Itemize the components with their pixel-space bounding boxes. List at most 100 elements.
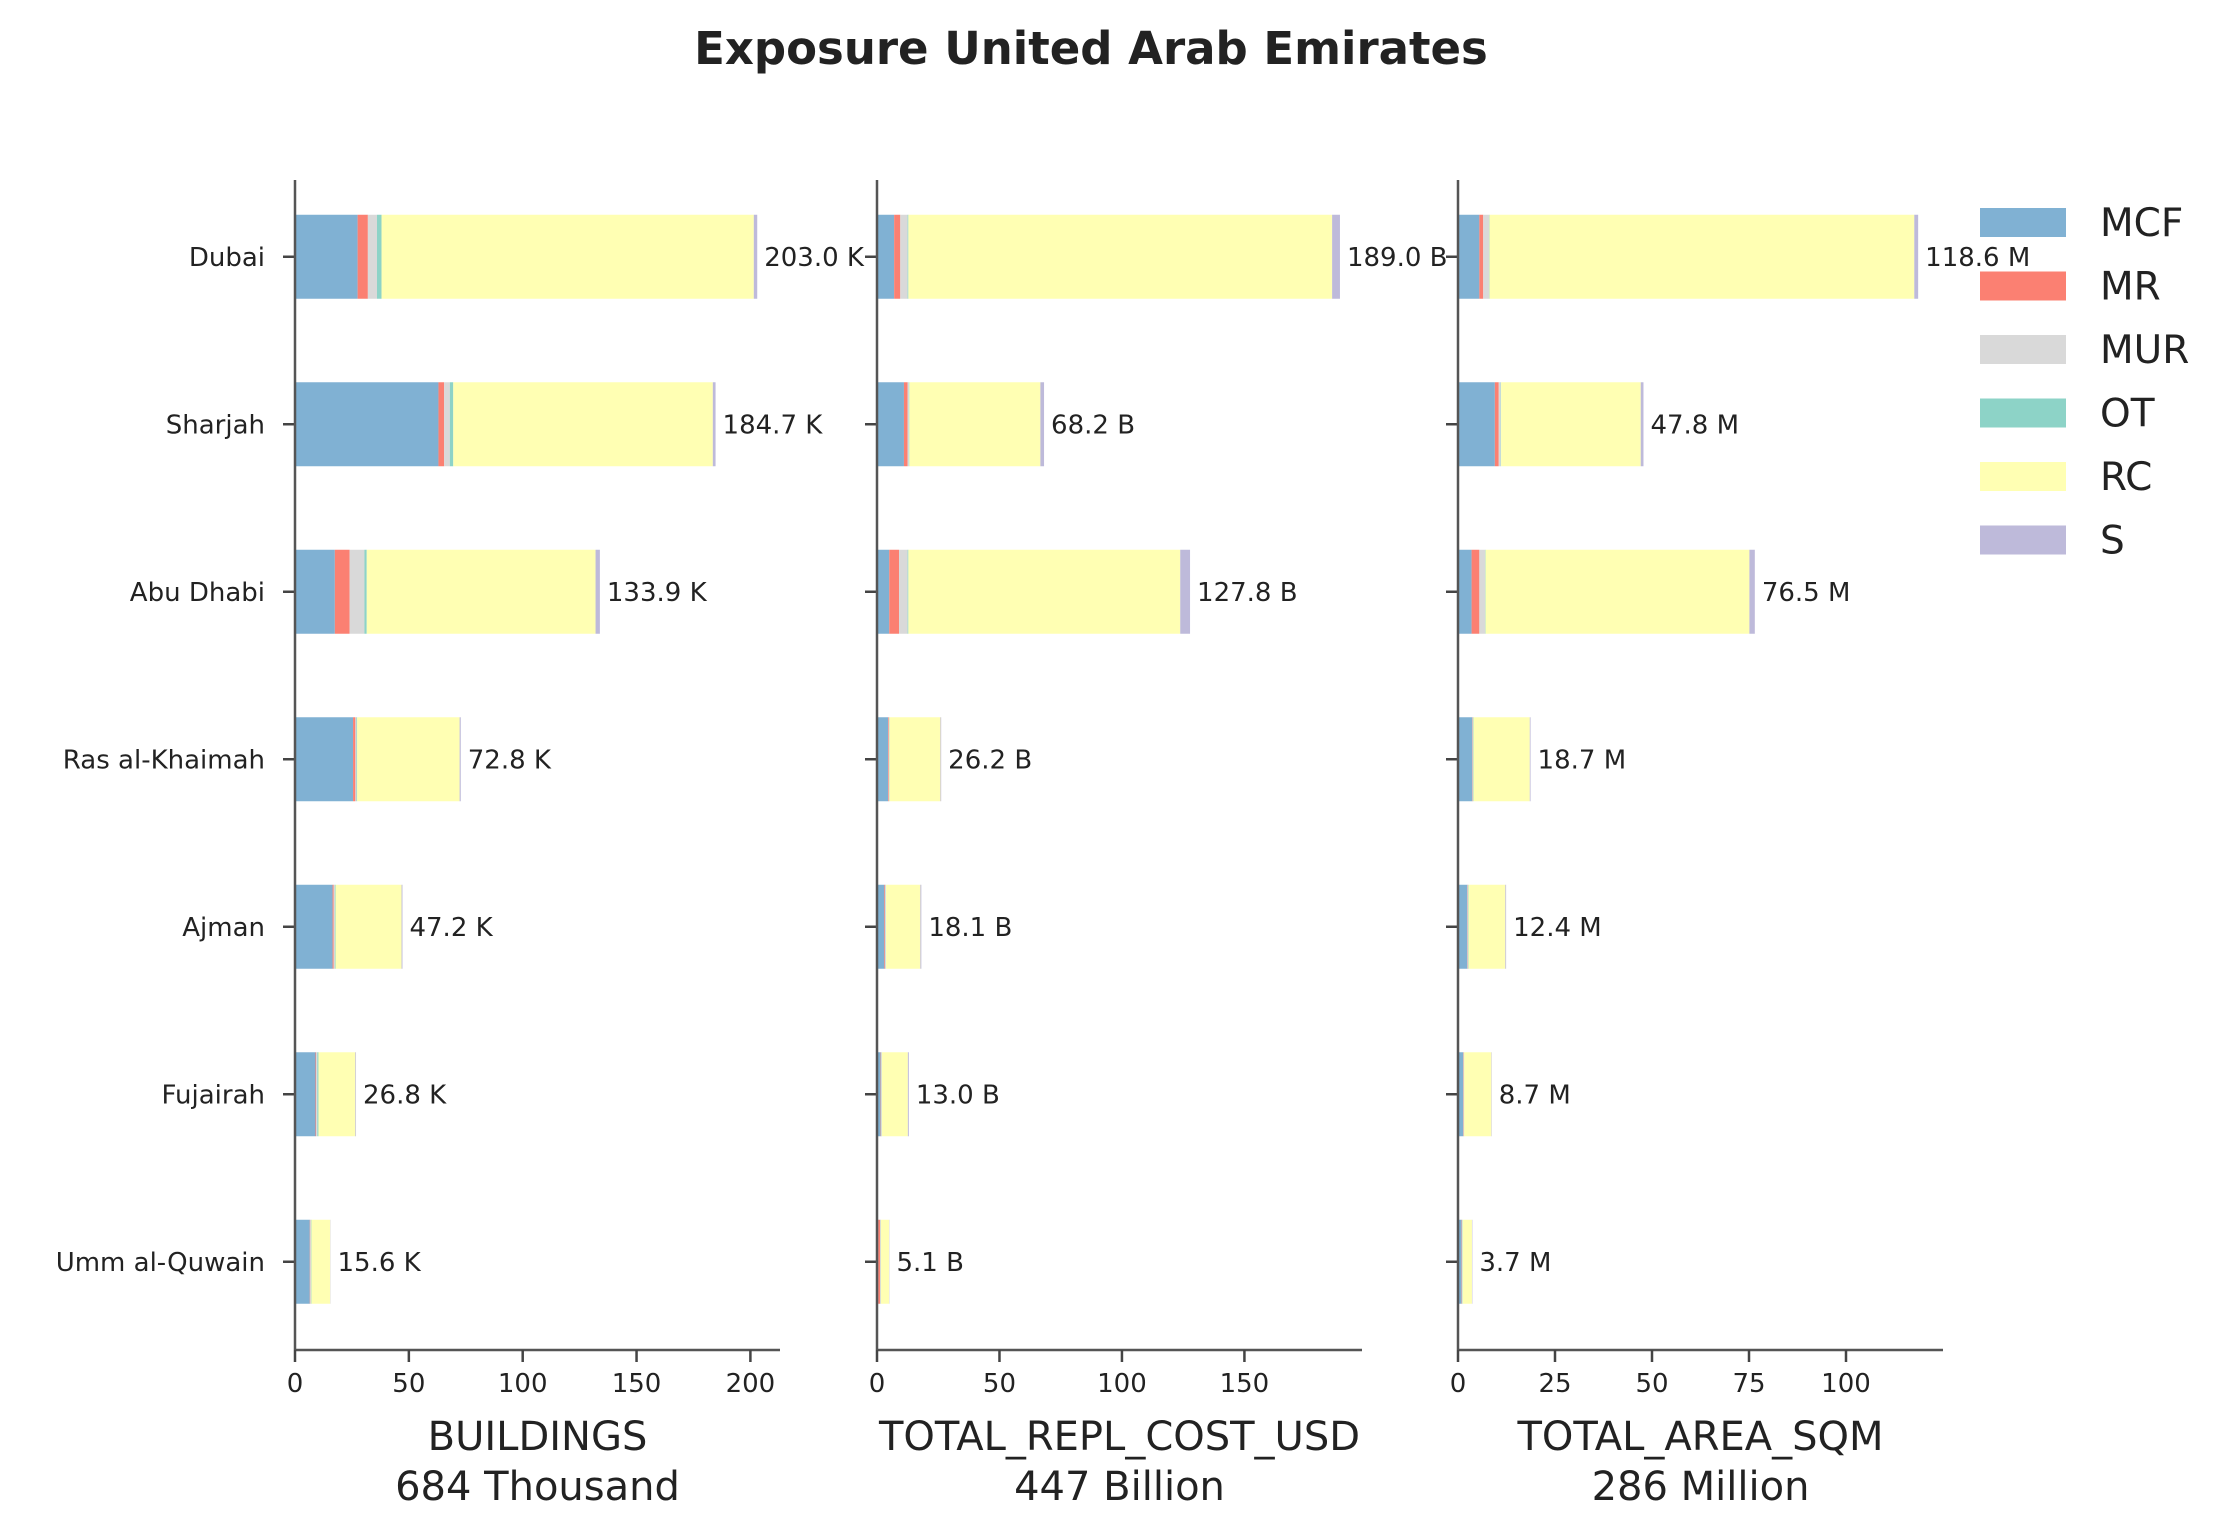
bar-segment-mcf [1458, 214, 1480, 299]
bar-segment-mcf [295, 1052, 316, 1137]
x-tick-label: 200 [726, 1369, 776, 1399]
y-tick-label: Umm al-Quwain [56, 1248, 265, 1278]
x-axis-label: BUILDINGS [428, 1414, 648, 1460]
bar-segment-mcf [1458, 382, 1495, 467]
bar-segment-ot [907, 549, 909, 634]
panel-1: 203.0 K Dubai 184.7 K Sharjah 133.9 K Abu Dha… [56, 180, 865, 1510]
x-tick-label: 50 [983, 1369, 1016, 1399]
bar-segment-mr [1479, 214, 1484, 299]
bar-segment-s [1040, 382, 1045, 467]
data-label: 47.8 M [1650, 410, 1739, 440]
data-label: 15.6 K [338, 1248, 422, 1278]
bar-segment-s [401, 884, 403, 969]
bar-segment-rc [909, 382, 1041, 467]
y-tick-label: Fujairah [162, 1080, 266, 1110]
bar-segment-rc [453, 382, 713, 467]
bar-segment-mr [334, 549, 350, 634]
legend-swatch-mur [1980, 335, 2066, 364]
bar-segment-mr [894, 214, 901, 299]
bar-segment-mur [316, 1052, 318, 1137]
bar-segment-mr [889, 549, 900, 634]
bar-segment-mcf [1458, 884, 1468, 969]
x-tick-label: 150 [612, 1369, 662, 1399]
bar-segment-rc [1464, 1052, 1492, 1137]
bar-segment-mur [900, 214, 908, 299]
bar-segment-mcf [1458, 717, 1473, 802]
bar-segment-rc [1468, 884, 1506, 969]
bar-segment-ot [376, 214, 382, 299]
bar-segment-mcf [295, 1219, 310, 1304]
legend-label: MUR [2100, 328, 2189, 373]
x-axis-total: 286 Million [1592, 1464, 1810, 1510]
x-axis-total: 447 Billion [1014, 1464, 1225, 1510]
x-tick-label: 25 [1538, 1369, 1571, 1399]
bar-segment-s [1640, 382, 1644, 467]
bar-segment-mr [353, 717, 356, 802]
bar-segment-mcf [295, 884, 333, 969]
y-tick-label: Ajman [182, 913, 265, 943]
chart-title: Exposure United Arab Emirates [694, 22, 1488, 75]
data-label: 203.0 K [764, 243, 865, 273]
bar-segment-mr [1471, 549, 1480, 634]
bar-segment-mcf [295, 382, 439, 467]
bar-segment-ot [334, 884, 336, 969]
bar-segment-mcf [1458, 1219, 1462, 1304]
data-label: 26.8 K [363, 1080, 447, 1110]
bar-segment-rc [880, 1219, 890, 1304]
x-tick-label: 75 [1732, 1369, 1765, 1399]
bar-segment-mcf [295, 549, 335, 634]
bar-segment-s [1180, 549, 1191, 634]
bar-segment-s [1529, 717, 1531, 802]
bar-segment-s [1505, 884, 1507, 969]
y-tick-label: Abu Dhabi [130, 578, 265, 608]
bar-segment-rc [1462, 1219, 1472, 1304]
data-label: 12.4 M [1513, 913, 1602, 943]
chart-panels: 203.0 K Dubai 184.7 K Sharjah 133.9 K Abu Dha… [56, 180, 2030, 1510]
bar-segment-s [712, 382, 716, 467]
bar-segment-mcf [1458, 1052, 1464, 1137]
x-tick-label: 150 [1220, 1369, 1270, 1399]
bar-segment-rc [1489, 214, 1915, 299]
bar-segment-mur [899, 549, 908, 634]
legend-label: S [2100, 519, 2125, 564]
data-label: 118.6 M [1925, 243, 2030, 273]
bar-segment-s [595, 549, 600, 634]
bar-segment-mcf [877, 214, 895, 299]
bar-segment-mur [1479, 549, 1486, 634]
bar-segment-rc [381, 214, 754, 299]
bar-segment-mur [349, 549, 365, 634]
legend-swatch-s [1980, 525, 2066, 555]
x-tick-label: 100 [1821, 1369, 1871, 1399]
bar-segment-s [1749, 549, 1755, 634]
data-label: 72.8 K [468, 745, 552, 775]
bar-segment-ot [907, 214, 909, 299]
bar-segment-rc [366, 549, 596, 634]
x-tick-label: 50 [1635, 1369, 1668, 1399]
bar-segment-rc [318, 1052, 356, 1137]
bar-segment-ot [356, 717, 358, 802]
legend-label: OT [2100, 392, 2155, 437]
bar-segment-s [940, 717, 942, 802]
data-label: 133.9 K [607, 578, 708, 608]
bar-segment-rc [311, 1219, 331, 1304]
bar-segment-s [459, 717, 461, 802]
bar-segment-mur [1483, 214, 1490, 299]
x-tick-label: 0 [869, 1369, 886, 1399]
legend-label: MR [2100, 265, 2161, 310]
legend-swatch-mcf [1980, 208, 2066, 237]
bar-segment-s [920, 884, 922, 969]
x-tick-label: 50 [392, 1369, 425, 1399]
data-label: 3.7 M [1479, 1248, 1551, 1278]
bar-segment-ot [364, 549, 367, 634]
bar-segment-mr [878, 1219, 881, 1304]
y-tick-label: Dubai [189, 243, 265, 273]
data-label: 184.7 K [723, 410, 824, 440]
data-label: 18.1 B [928, 913, 1012, 943]
bar-segment-mcf [877, 884, 885, 969]
bar-segment-s [907, 1052, 909, 1137]
bar-segment-rc [886, 884, 921, 969]
bar-segment-mur [333, 884, 335, 969]
x-axis-label: TOTAL_AREA_SQM [1516, 1414, 1883, 1460]
bar-segment-rc [1473, 717, 1530, 802]
